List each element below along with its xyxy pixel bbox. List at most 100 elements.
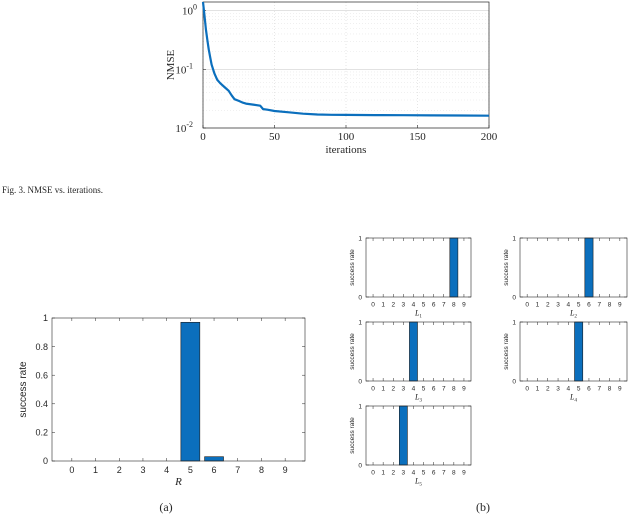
bar-x-tick-label: 9 <box>462 470 466 477</box>
bar-x-tick-label: 1 <box>381 386 385 393</box>
bar-y-tick-label: 0 <box>43 456 48 466</box>
bar-y-tick-label: 0 <box>358 378 362 385</box>
bar-y-tick-label: 0 <box>512 294 516 301</box>
bar-x-tick-label: 2 <box>117 465 122 475</box>
bar-axes-box <box>365 405 472 466</box>
bar-y-tick-label: 0 <box>512 378 516 385</box>
bar-x-tick-label: 8 <box>608 386 612 393</box>
bar-x-tick-label: 3 <box>556 386 560 393</box>
bar-y-tick-label: 1 <box>512 319 516 326</box>
bar-x-tick-label: 4 <box>412 470 416 477</box>
bar-x-tick-label: 5 <box>577 302 581 309</box>
bar-6 <box>204 456 224 462</box>
bar-x-tick-label: 7 <box>597 386 601 393</box>
bar-x-tick-label: 5 <box>422 386 426 393</box>
bar-x-tick-label: 0 <box>371 302 375 309</box>
bar-x-tick-label: 6 <box>212 465 217 475</box>
bar-x-tick-label: 7 <box>235 465 240 475</box>
bar-x-tick-label: 7 <box>442 470 446 477</box>
bar-4 <box>409 321 418 382</box>
bar-x-tick-label: 2 <box>546 386 550 393</box>
bar-y-axis-label: success rate <box>349 333 356 370</box>
bar-x-axis-label: R <box>174 476 182 488</box>
bar-5 <box>574 321 584 382</box>
nmse-chart: 100 10-1 10-2 0 50 100 150 200 iterations NMSE <box>165 1 498 156</box>
bar-x-tick-label: 3 <box>402 302 406 309</box>
nmse-x-tick-label: 200 <box>481 131 498 143</box>
nmse-x-axis-label: iterations <box>326 144 367 156</box>
subfigure-label-b: (b) <box>476 500 490 514</box>
bar-5 <box>180 321 201 462</box>
bar-y-tick-label: 0.6 <box>35 370 48 380</box>
bar-x-tick-label: 4 <box>412 386 416 393</box>
bar-x-tick-label: 9 <box>283 465 288 475</box>
bar-y-axis-label: success rate <box>503 333 510 370</box>
bar-y-tick-label: 1 <box>358 403 362 410</box>
bar-x-tick-label: 2 <box>391 386 395 393</box>
bar-x-tick-label: 9 <box>618 302 622 309</box>
bar-x-tick-label: 6 <box>432 386 436 393</box>
subfigure-label-a: (a) <box>159 500 172 514</box>
bar-x-tick-label: 5 <box>422 302 426 309</box>
bar-x-tick-label: 7 <box>597 302 601 309</box>
bar-x-tick-label: 5 <box>577 386 581 393</box>
bar-axes-box <box>365 237 472 298</box>
bar-y-axis-label: success rate <box>349 249 356 286</box>
bar-x-tick-label: 0 <box>525 302 529 309</box>
nmse-x-tick-label: 150 <box>409 131 426 143</box>
bar-x-tick-label: 5 <box>188 465 193 475</box>
bar-x-tick-label: 8 <box>452 470 456 477</box>
bar-x-tick-label: 3 <box>402 470 406 477</box>
bar-x-tick-label: 3 <box>140 465 145 475</box>
bar-x-tick-label: 2 <box>391 470 395 477</box>
bar-3 <box>399 405 408 466</box>
bar-x-tick-label: 0 <box>371 386 375 393</box>
bar-x-axis-label: L3 <box>414 393 422 404</box>
bar-x-tick-label: 5 <box>422 470 426 477</box>
bar-x-tick-label: 1 <box>381 470 385 477</box>
bar-axes-box <box>51 317 306 462</box>
bar-x-tick-label: 2 <box>546 302 550 309</box>
bar-x-tick-label: 4 <box>567 302 571 309</box>
bar-x-tick-label: 6 <box>432 302 436 309</box>
nmse-x-tick-label: 100 <box>338 131 355 143</box>
bar-x-tick-label: 6 <box>587 386 591 393</box>
nmse-y-tick-label: 10-1 <box>175 61 193 76</box>
bar-x-tick-label: 4 <box>567 386 571 393</box>
bar-6 <box>584 237 594 298</box>
bar-8 <box>449 237 459 298</box>
bar-y-tick-label: 0.2 <box>35 428 48 438</box>
bar-x-tick-label: 4 <box>412 302 416 309</box>
bar-y-tick-label: 0.4 <box>35 399 48 409</box>
nmse-x-tick-label: 0 <box>200 131 206 143</box>
bar-x-tick-label: 2 <box>391 302 395 309</box>
fig3-caption: Fig. 3. NMSE vs. iterations. <box>2 185 103 195</box>
nmse-axes-box <box>202 1 490 129</box>
bar-y-tick-label: 0 <box>358 294 362 301</box>
bar-x-tick-label: 9 <box>462 302 466 309</box>
bar-x-tick-label: 1 <box>93 465 98 475</box>
bar-x-tick-label: 8 <box>259 465 264 475</box>
bar-axes-box <box>365 321 472 382</box>
bar-x-tick-label: 4 <box>164 465 169 475</box>
bar-x-axis-label: L4 <box>569 393 577 404</box>
nmse-y-tick-label: 10-2 <box>175 120 193 135</box>
bar-x-tick-label: 0 <box>371 470 375 477</box>
bar-y-axis-label: success rate <box>18 361 29 418</box>
bar-x-tick-label: 1 <box>381 302 385 309</box>
bar-y-axis-label: success rate <box>349 417 356 454</box>
bar-x-tick-label: 8 <box>452 302 456 309</box>
bar-x-tick-label: 7 <box>442 386 446 393</box>
nmse-x-tick-label: 50 <box>269 131 281 143</box>
bar-x-tick-label: 6 <box>587 302 591 309</box>
bar-y-tick-label: 1 <box>358 235 362 242</box>
bar-x-tick-label: 3 <box>402 386 406 393</box>
bar-x-tick-label: 8 <box>452 386 456 393</box>
bar-x-tick-label: 9 <box>618 386 622 393</box>
nmse-y-tick-label: 100 <box>182 3 197 18</box>
bar-x-tick-label: 3 <box>556 302 560 309</box>
